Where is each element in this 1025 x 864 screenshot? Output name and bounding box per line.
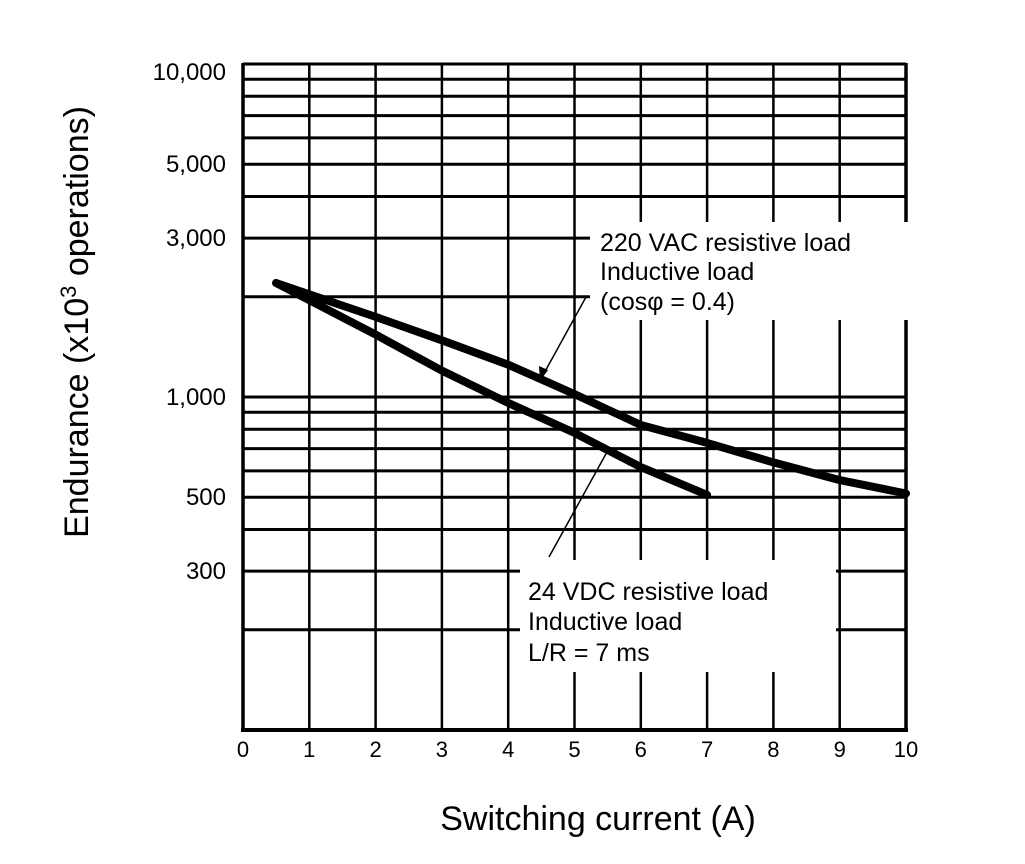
x-tick-label: 9 (834, 737, 846, 762)
annotation-220vac-line1: 220 VAC resistive load (600, 229, 851, 257)
x-tick-label: 7 (701, 737, 713, 762)
annotation-24vdc-leader (548, 451, 608, 558)
annotation-bg-24vdc (520, 560, 836, 672)
y-tick-label: 3,000 (166, 225, 226, 252)
x-tick-label: 4 (502, 737, 514, 762)
y-tick-label: 10,000 (153, 59, 226, 86)
y-tick-label: 500 (186, 484, 226, 511)
annotation-220vac-leader (541, 296, 588, 378)
x-tick-labels: 0 1 2 3 4 5 6 7 8 9 10 (237, 737, 918, 762)
annotation-24vdc-line1: 24 VDC resistive load (528, 578, 768, 606)
x-tick-label: 1 (303, 737, 315, 762)
annotation-220vac-line3: (cosφ = 0.4) (600, 288, 735, 316)
x-tick-label: 2 (369, 737, 381, 762)
x-tick-label: 3 (436, 737, 448, 762)
annotation-24vdc-line3: L/R = 7 ms (528, 639, 650, 667)
y-tick-label: 1,000 (166, 384, 226, 411)
y-tick-labels: 10,000 5,000 3,000 1,000 500 300 (153, 59, 226, 585)
x-tick-label: 6 (635, 737, 647, 762)
series-line-24vdc (272, 279, 712, 499)
annotation-220vac-line2: Inductive load (600, 258, 754, 286)
series-line-220vac (272, 279, 910, 498)
x-axis-title: Switching current (A) (440, 800, 756, 838)
x-tick-label: 5 (568, 737, 580, 762)
annotation-24vdc-line2: Inductive load (528, 608, 682, 636)
annotation-bg-220vac (590, 222, 920, 320)
y-axis-title: Endurance (x103 operations) (56, 106, 96, 538)
series-group (272, 279, 910, 499)
x-tick-label: 8 (767, 737, 779, 762)
y-tick-label: 5,000 (166, 151, 226, 178)
x-tick-label: 0 (237, 737, 249, 762)
y-tick-label: 300 (186, 558, 226, 585)
x-tick-label: 10 (894, 737, 918, 762)
annotation-220vac-arrowhead (539, 366, 548, 381)
